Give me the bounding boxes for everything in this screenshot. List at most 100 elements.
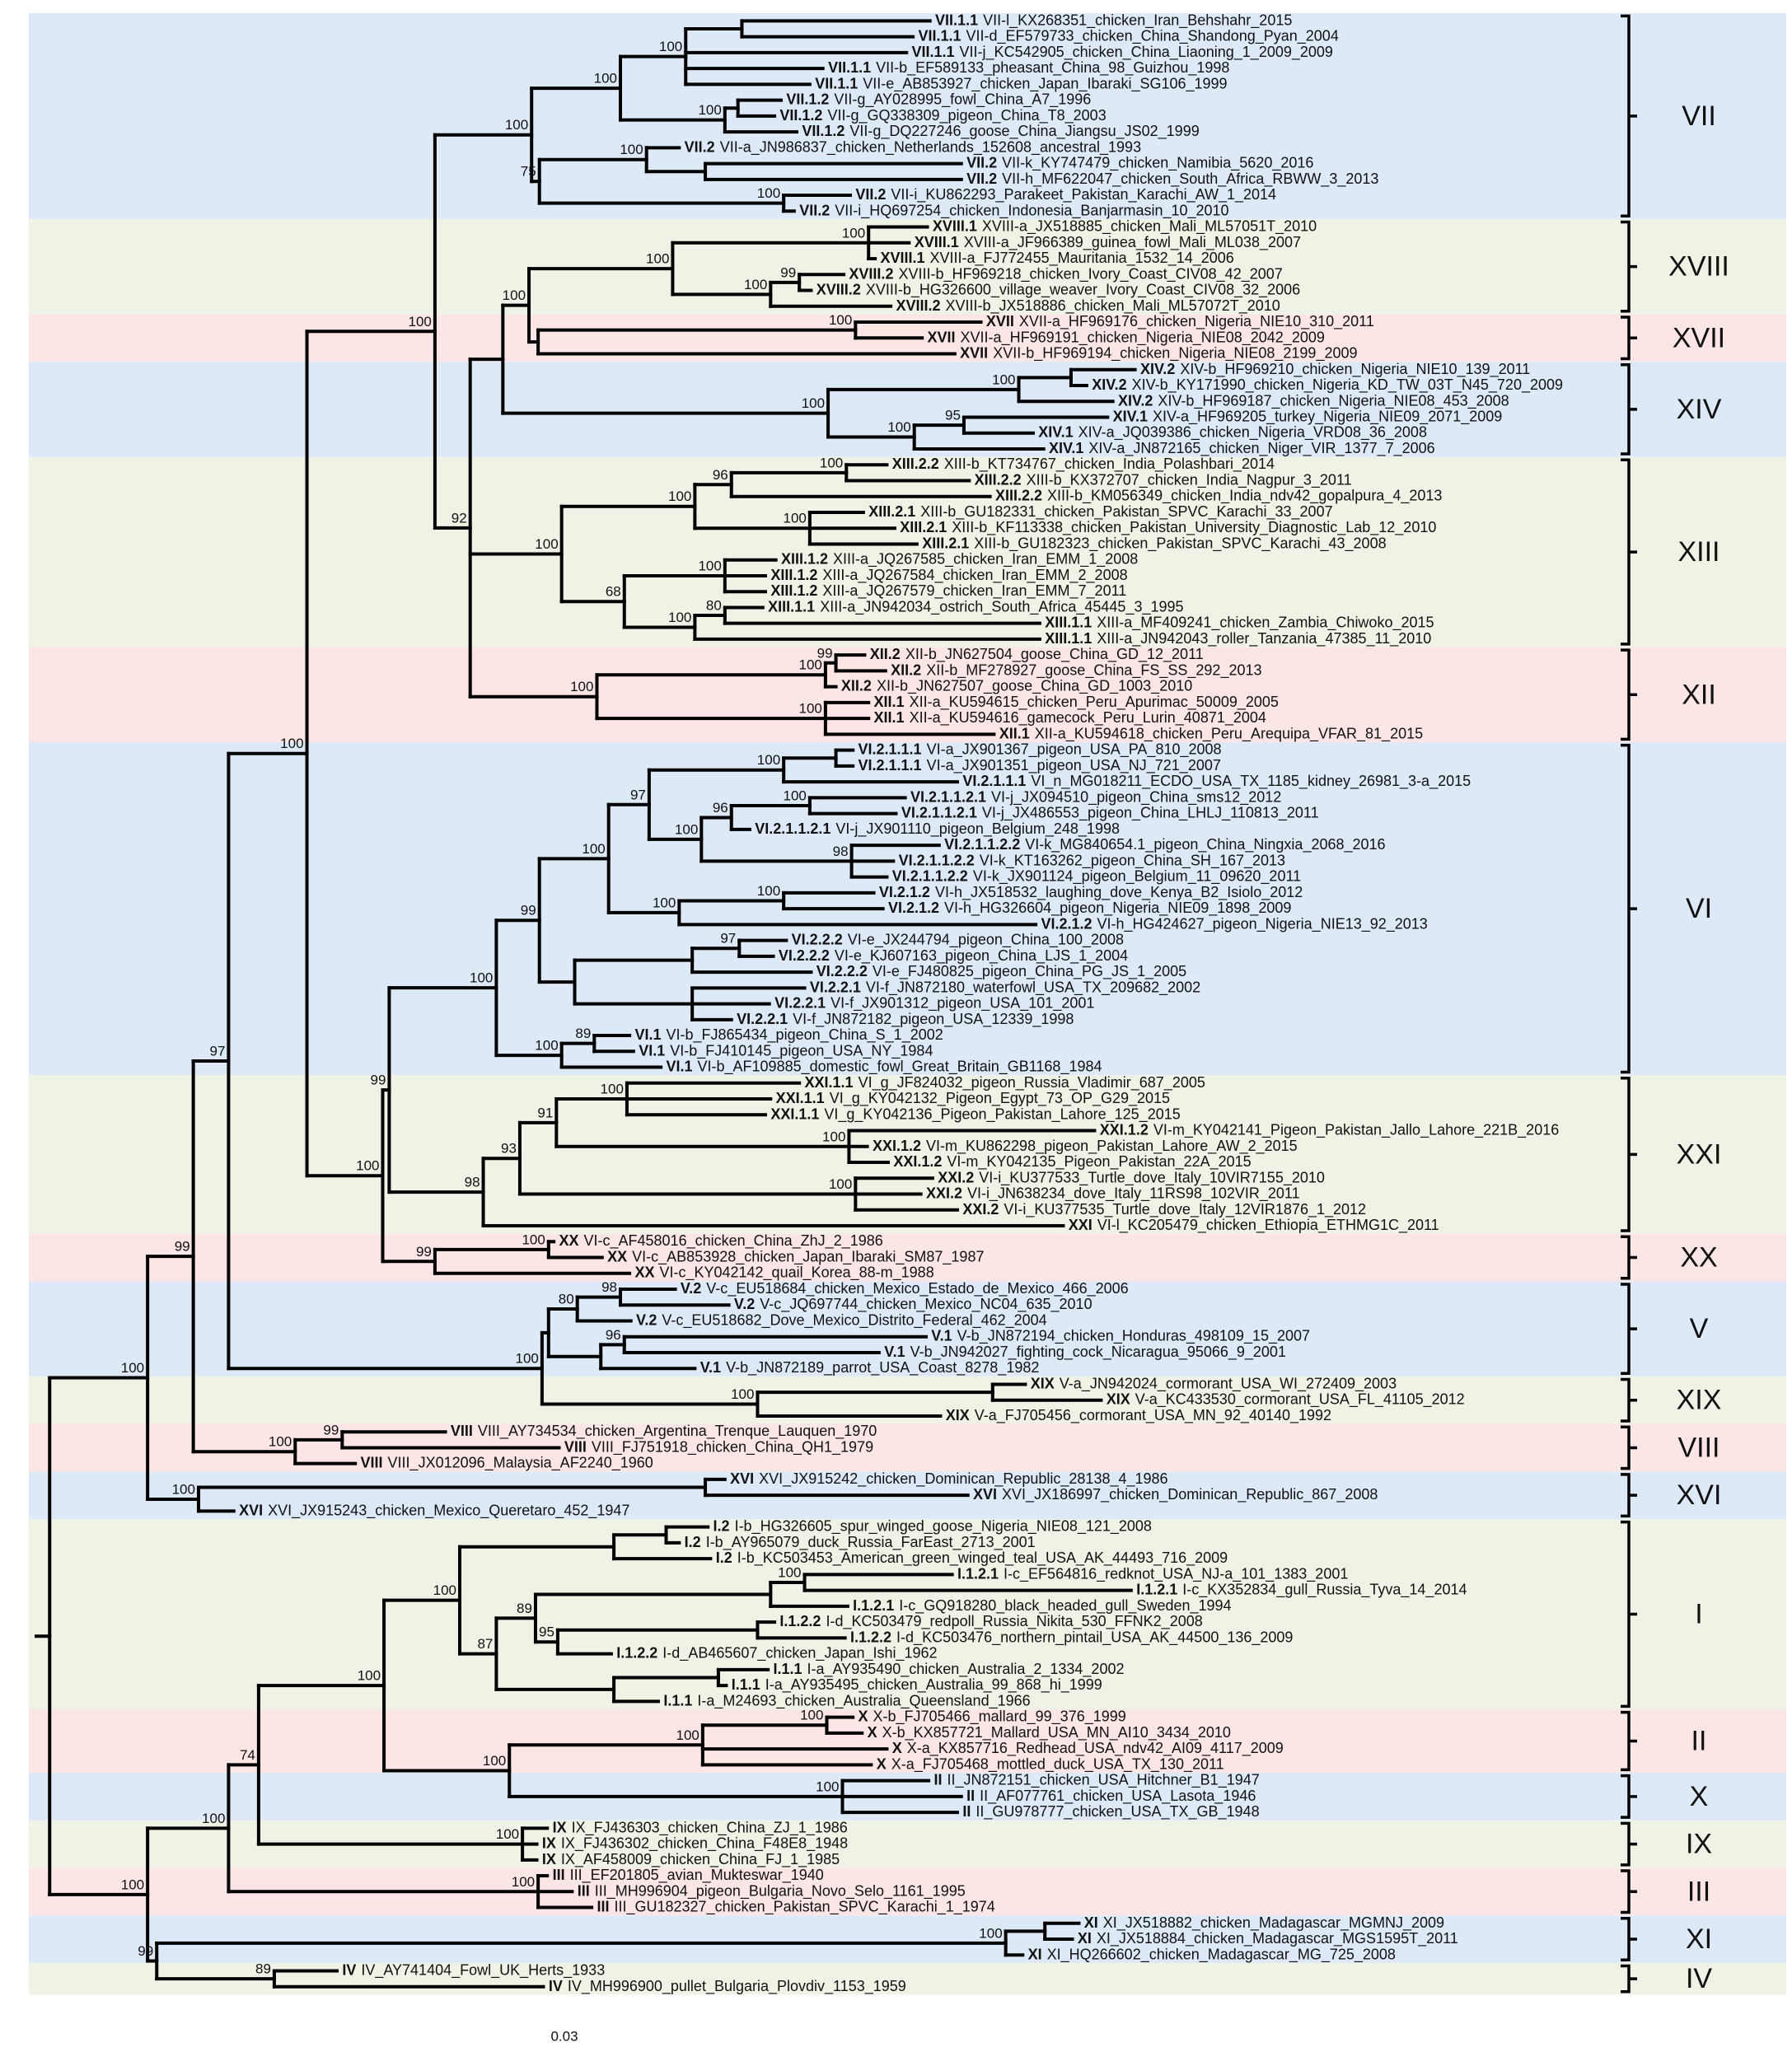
leaf-clade: XIX: [1031, 1375, 1055, 1391]
clade-label: VI: [1686, 893, 1712, 924]
leaf-label: VI.1 VI-b_AF109885_domestic_fowl_Great_Br…: [666, 1058, 1102, 1075]
leaf-name: VI-e_JX244794_pigeon_China_100_2008: [848, 931, 1124, 948]
bootstrap-value: 100: [992, 372, 1015, 387]
leaf-name: I-b_KC503453_American_green_winged_teal_…: [737, 1550, 1228, 1567]
leaf-name: XI_HQ266602_chicken_Madagascar_MG_725_20…: [1047, 1946, 1396, 1963]
leaf-clade: XIII.1.2: [781, 550, 828, 567]
leaf-label: XXI.1.2 VI-m_KY042135_Pigeon_Pakistan_22A…: [893, 1153, 1251, 1171]
leaf-clade: II: [933, 1771, 942, 1788]
bootstrap-value: 97: [720, 931, 736, 947]
leaf-clade: XII.1: [874, 709, 905, 726]
bootstrap-value: 100: [783, 788, 806, 803]
clade-bracket: [1621, 1964, 1637, 1994]
leaf-label: XVII XVII-b_HF969194_chicken_Nigeria_NIE0…: [960, 344, 1357, 362]
leaf-name: VI-k_JX901124_pigeon_Belgium_11_09620_20…: [973, 867, 1301, 885]
bootstrap-value: 99: [780, 264, 796, 280]
leaf-clade: V.2: [734, 1296, 755, 1312]
bootstrap-value: 100: [516, 1351, 539, 1367]
leaf-clade: I.1.2.2: [616, 1644, 657, 1661]
leaf-clade: XIII.1.1: [1045, 614, 1092, 630]
leaf-name: VII-i_HQ697254_chicken_Indonesia_Banjarm…: [835, 202, 1228, 219]
clade-label: XI: [1686, 1923, 1712, 1955]
leaf-name: VIII_FJ751918_chicken_China_QH1_1979: [592, 1438, 873, 1456]
leaf-label: IX IX_FJ436303_chicken_China_ZJ_1_1986: [553, 1819, 848, 1836]
leaf-clade: VI.2.2.2: [816, 963, 868, 979]
bootstrap-value: 100: [698, 102, 721, 118]
leaf-name: VI-j_JX486553_pigeon_China_LHLJ_110813_2…: [982, 804, 1319, 821]
bootstrap-value: 100: [121, 1360, 144, 1376]
bootstrap-value: 100: [358, 1668, 381, 1684]
leaf-name: IX_AF458009_chicken_China_FJ_1_1985: [561, 1851, 840, 1868]
leaf-name: IX_FJ436302_chicken_China_F48E8_1948: [561, 1835, 848, 1852]
leaf-label: XIII.2.1 XIII-b_GU182331_chicken_Pakistan…: [868, 503, 1332, 521]
leaf-clade: V.2: [681, 1280, 701, 1297]
bootstrap-value: 95: [945, 408, 961, 423]
leaf-label: XIV.2 XIV-b_HF969210_chicken_Nigeria_NIE1…: [1140, 361, 1530, 378]
leaf-label: VI.2.1.2 VI-h_HG326604_pigeon_Nigeria_NIE…: [888, 900, 1291, 917]
leaf-label: XI XI_JX518882_chicken_Madagascar_MGMNJ_2…: [1084, 1914, 1444, 1932]
leaf-clade: XX: [634, 1264, 654, 1280]
leaf-clade: VI.2.2.1: [737, 1011, 788, 1027]
leaf-clade: VI.2.1.1.2.1: [901, 804, 977, 820]
leaf-label: VI.2.1.1.1 VI_n_MG018211_ECDO_USA_TX_1185…: [962, 773, 1471, 790]
leaf-label: X X-a_KX857716_Redhead_USA_ndv42_AI09_411…: [892, 1740, 1284, 1757]
leaf-label: VI.2.1.1.1 VI-a_JX901351_pigeon_USA_NJ_72…: [859, 757, 1221, 774]
leaf-name: XII-a_KU594618_chicken_Peru_Arequipa_VFA…: [1035, 725, 1423, 742]
leaf-name: V-a_KC433530_cormorant_USA_FL_41105_2012: [1135, 1391, 1465, 1408]
clade-bracket: [1621, 1710, 1637, 1772]
leaf-name: V-c_JQ697744_chicken_Mexico_NC04_635_201…: [760, 1296, 1092, 1313]
clade-label: XIII: [1677, 536, 1719, 568]
leaf-label: VI.2.1.1.2.1 VI-j_JX094510_pigeon_China_s…: [910, 788, 1281, 806]
leaf-clade: I.1.2.2: [779, 1613, 821, 1629]
leaf-name: XIII-a_JQ267579_chicken_Iran_EMM_7_2011: [822, 582, 1126, 600]
bootstrap-value: 100: [802, 395, 825, 411]
leaf-name: V-a_JN942024_cormorant_USA_WI_272409_200…: [1060, 1375, 1397, 1392]
leaf-name: I-d_KC503476_northern_pintail_USA_AK_445…: [896, 1629, 1293, 1646]
leaf-name: XVIII-a_FJ772455_Mauritania_1532_14_2006: [930, 250, 1234, 267]
clade-bracket: [1621, 648, 1637, 741]
clade-band: [29, 1233, 1786, 1282]
leaf-label: V.2 V-c_EU518684_chicken_Mexico_Estado_de…: [681, 1280, 1129, 1297]
leaf-clade: XVII: [928, 329, 956, 345]
leaf-clade: II: [966, 1788, 975, 1804]
leaf-label: VI.2.1.1.2.2 VI-k_JX901124_pigeon_Belgium…: [892, 867, 1301, 885]
leaf-clade: VII.2: [855, 186, 886, 203]
clade-label: XVIII: [1668, 251, 1729, 283]
leaf-label: XVII XVII-a_HF969191_chicken_Nigeria_NIE0…: [928, 329, 1325, 346]
leaf-name: VI-m_KU862298_pigeon_Pakistan_Lahore_AW_…: [926, 1138, 1298, 1155]
leaf-label: VI.2.2.2 VI-e_FJ480825_pigeon_China_PG_JS…: [816, 963, 1186, 980]
leaf-clade: VI.2.1.2: [888, 900, 939, 916]
leaf-name: XVIII-a_JF966389_guinea_fowl_Mali_ML038_…: [964, 234, 1301, 251]
leaf-name: V-b_JN872189_parrot_USA_Coast_8278_1982: [726, 1359, 1039, 1377]
leaf-clade: XVIII.2: [849, 265, 893, 282]
clade-bracket: [1621, 1077, 1637, 1232]
leaf-clade: XII.1: [999, 725, 1030, 741]
leaf-label: IX IX_AF458009_chicken_China_FJ_1_1985: [542, 1851, 840, 1868]
bootstrap-value: 100: [535, 536, 558, 552]
leaf-label: V.1 V-b_JN942027_fighting_cock_Nicaragua_…: [884, 1344, 1286, 1361]
leaf-label: VII.1.2 VII-g_DQ227246_goose_China_Jiangs…: [802, 123, 1199, 140]
leaf-name: XIV-b_HF969210_chicken_Nigeria_NIE10_139…: [1180, 361, 1530, 378]
leaf-label: XXI.1.1 VI_g_KY042136_Pigeon_Pakistan_Lah…: [770, 1105, 1180, 1123]
leaf-clade: VII.1.2: [802, 123, 845, 139]
leaf-name: I-a_M24693_chicken_Australia_Queensland_…: [697, 1692, 1030, 1709]
leaf-label: XXI.1.2 VI-m_KY042141_Pigeon_Pakistan_Jal…: [1100, 1121, 1559, 1138]
leaf-clade: XXI.1.1: [770, 1105, 819, 1122]
leaf-clade: XIV.1: [1113, 408, 1148, 424]
bootstrap-value: 100: [356, 1158, 379, 1174]
clade-band: [29, 1709, 1786, 1773]
bootstrap-value: 100: [620, 142, 643, 157]
leaf-label: I.1.2.2 I-d_KC503479_redpoll_Russia_Nikit…: [779, 1613, 1202, 1630]
leaf-label: VI.2.1.1.2.1 VI-j_JX901110_pigeon_Belgium…: [755, 820, 1120, 838]
leaf-label: VIII VIII_AY734534_chicken_Argentina_Tren…: [451, 1423, 877, 1440]
bootstrap-value: 100: [570, 679, 593, 694]
bootstrap-value: 100: [744, 277, 767, 292]
leaf-name: I-c_EF564816_redknot_USA_NJ-a_101_1383_2…: [1004, 1565, 1348, 1582]
bootstrap-value: 100: [887, 419, 910, 435]
leaf-clade: VI.2.1.1.1: [859, 741, 922, 757]
leaf-label: XX VI-c_KY042142_quail_Korea_88-m_1988: [634, 1264, 933, 1281]
clade-bracket: [1621, 1283, 1637, 1375]
bootstrap-value: 100: [522, 1232, 545, 1247]
leaf-clade: IX: [542, 1835, 556, 1851]
leaf-name: I-c_GQ918280_black_headed_gull_Sweden_19…: [899, 1597, 1231, 1615]
